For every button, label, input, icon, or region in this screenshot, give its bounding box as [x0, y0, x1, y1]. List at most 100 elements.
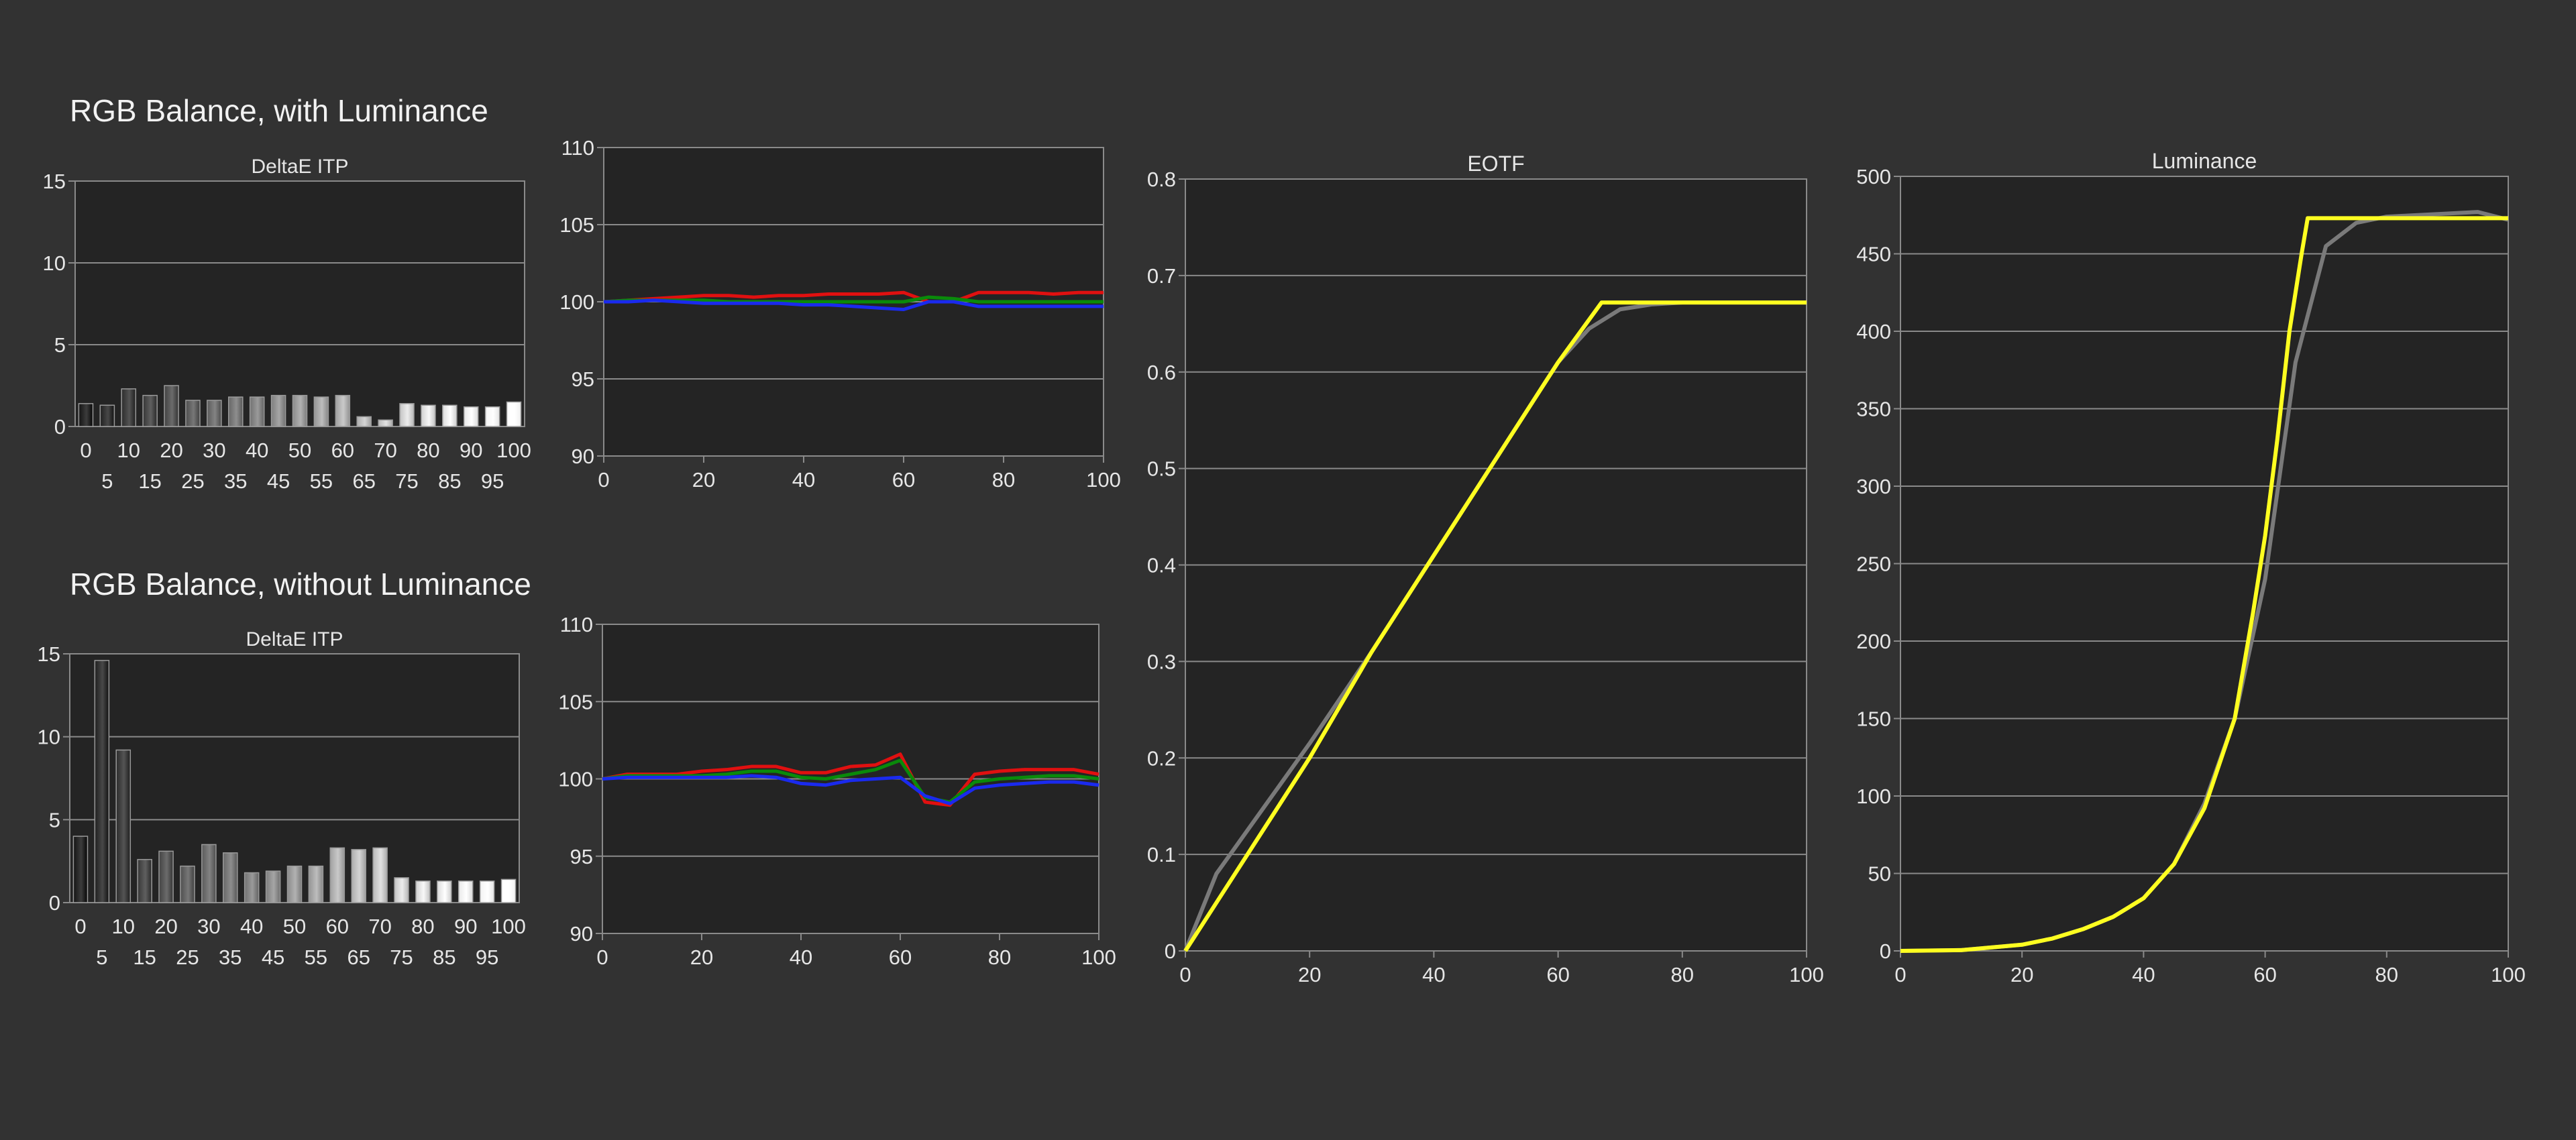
deltae-with-bar-25 — [185, 400, 201, 427]
deltae-with-xtick-label: 55 — [310, 469, 333, 493]
deltae-without-xtick-label: 85 — [433, 946, 455, 969]
deltae-without-xtick-label: 50 — [283, 915, 306, 938]
rgb-without-xtick-label: 0 — [596, 946, 608, 969]
rgb-without-xtick-label: 20 — [690, 946, 713, 969]
deltae-with-plot-area — [74, 180, 525, 427]
deltae-without-bar-25 — [180, 865, 195, 903]
deltae-with-bar-5 — [99, 404, 115, 427]
deltae-with-xtick-label: 95 — [481, 469, 504, 493]
deltae-without-bar-90 — [458, 880, 474, 903]
rgb-without-ytick-label: 100 — [558, 768, 593, 791]
deltae-without-xtick-label: 20 — [154, 915, 177, 938]
deltae-with-xtick-label: 30 — [203, 439, 225, 462]
deltae-without-xtick-label: 55 — [305, 946, 327, 969]
eotf-xtick-label: 60 — [1546, 963, 1569, 986]
deltae-with-bar-50 — [292, 394, 308, 427]
deltae-without-bar-85 — [437, 880, 452, 903]
luminance-title: Luminance — [2152, 149, 2257, 173]
deltae-without-bar-20 — [158, 850, 174, 903]
deltae-with-ytick-label: 5 — [54, 333, 66, 357]
deltae-without-xtick-label: 70 — [368, 915, 391, 938]
deltae-without-bar-95 — [479, 880, 495, 903]
rgb-with-series-blue — [604, 298, 1104, 311]
rgb-with-xtick-label: 100 — [1086, 468, 1121, 492]
deltae-with-bar-45 — [270, 394, 286, 427]
rgb-without-xtick-label: 40 — [790, 946, 812, 969]
deltae-without-bar-75 — [394, 877, 409, 903]
deltae-without-xtick-label: 25 — [176, 946, 199, 969]
deltae-without-bar-40 — [244, 872, 260, 903]
eotf-ytick-label: 0.7 — [1147, 264, 1176, 288]
deltae-without-bar-35 — [223, 852, 238, 903]
deltae-with-bar-60 — [335, 394, 351, 427]
deltae-with-bar-100 — [506, 401, 522, 427]
deltae-with-title: DeltaE ITP — [251, 156, 348, 178]
rgb-with-ytick-label: 110 — [561, 136, 594, 160]
deltae-without-xtick-label: 40 — [240, 915, 263, 938]
rgb-without-series-red — [602, 752, 1099, 807]
deltae-with-ytick-label: 10 — [43, 251, 66, 275]
eotf-xtick-label: 20 — [1298, 963, 1321, 986]
deltae-with-bar-70 — [378, 419, 393, 427]
deltae-with-bar-35 — [228, 396, 244, 427]
deltae-with-bar-40 — [249, 396, 265, 427]
luminance-ytick-label: 100 — [1856, 785, 1891, 808]
deltae-with-xtick-label: 10 — [117, 439, 140, 462]
deltae-without-ytick-label: 5 — [49, 808, 60, 832]
deltae-without-xtick-label: 100 — [491, 915, 526, 938]
luminance-xtick-label: 60 — [2253, 963, 2276, 986]
deltae-with-xtick-label: 0 — [80, 439, 91, 462]
deltae-without-bar-55 — [308, 865, 324, 903]
deltae-without-bar-70 — [372, 847, 388, 903]
luminance-ytick-label: 250 — [1856, 553, 1891, 576]
eotf-title: EOTF — [1467, 152, 1524, 176]
deltae-with-xtick-label: 60 — [331, 439, 354, 462]
luminance-ytick-label: 350 — [1856, 398, 1891, 421]
deltae-with-xtick-label: 80 — [417, 439, 439, 462]
eotf-ytick-label: 0.5 — [1147, 457, 1176, 481]
deltae-without-bar-50 — [286, 865, 303, 903]
luminance-xtick-label: 40 — [2132, 963, 2155, 986]
deltae-without-bar-15 — [137, 858, 152, 903]
rgb-without-xtick-label: 60 — [889, 946, 912, 969]
luminance-ytick-label: 300 — [1856, 475, 1891, 498]
luminance-xtick-label: 20 — [2010, 963, 2033, 986]
deltae-with-xtick-label: 50 — [288, 439, 311, 462]
rgb-with-xtick-label: 60 — [892, 468, 915, 492]
eotf-chart: 0 0.1 0.2 0.3 0.4 0.5 0.6 0.7 0.8 0 20 40 60 80 100 EOT… — [1147, 152, 1824, 986]
rgb-with-xtick-label: 0 — [598, 468, 609, 492]
deltae-without-bar-10 — [115, 749, 131, 903]
deltae-without-xtick-label: 35 — [219, 946, 241, 969]
deltae-without-bar-0 — [72, 836, 89, 903]
rgb-with-xtick-label: 20 — [692, 468, 715, 492]
eotf-ytick-label: 0.3 — [1147, 650, 1176, 673]
luminance-ytick-label: 50 — [1868, 862, 1891, 886]
deltae-without-xtick-label: 5 — [96, 946, 107, 969]
luminance-xtick-label: 0 — [1894, 963, 1906, 986]
section-title-with-luminance: RGB Balance, with Luminance — [70, 93, 488, 128]
eotf-ytick-label: 0.2 — [1147, 746, 1176, 770]
eotf-ytick-label: 0.4 — [1147, 554, 1176, 577]
rgb-without-ytick-label: 90 — [570, 922, 593, 946]
eotf-xtick-label: 100 — [1789, 963, 1824, 986]
rgb-with-ytick-label: 90 — [572, 445, 594, 468]
deltae-without-bar-60 — [329, 847, 345, 903]
luminance-ytick-label: 150 — [1856, 707, 1891, 731]
eotf-ytick-label: 0.6 — [1147, 361, 1176, 384]
deltae-without-xtick-label: 75 — [390, 946, 413, 969]
deltae-without-ytick-label: 0 — [49, 891, 60, 915]
rgb-without-series-blue — [602, 774, 1099, 805]
deltae-without-xtick-label: 95 — [476, 946, 498, 969]
rgb-with-xtick-label: 40 — [792, 468, 815, 492]
luminance-ytick-label: 0 — [1880, 939, 1891, 963]
deltae-without-bar-5 — [94, 660, 110, 903]
eotf-ytick-label: 0 — [1165, 939, 1176, 963]
luminance-ytick-label: 450 — [1856, 243, 1891, 266]
deltae-without-bar-80 — [415, 880, 431, 903]
deltae-without-bar-45 — [265, 870, 281, 903]
deltae-without-ytick-label: 15 — [38, 642, 60, 666]
rgb-without-chart: 90 95 100 105 110 0 20 40 60 80 100 — [558, 613, 1116, 969]
rgb-with-ytick-label: 100 — [559, 290, 594, 314]
